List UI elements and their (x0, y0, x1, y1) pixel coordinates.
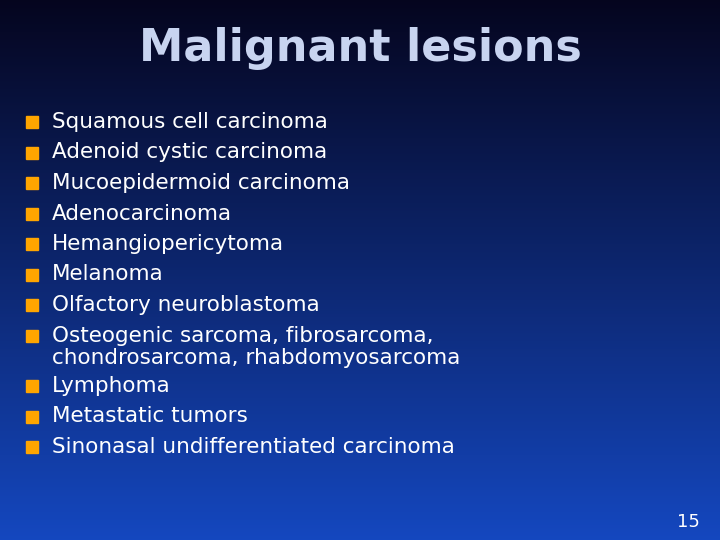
Bar (26, 410, 38, 422)
Bar (26, 146, 38, 159)
Text: Olfactory neuroblastoma: Olfactory neuroblastoma (52, 295, 320, 315)
Text: Lymphoma: Lymphoma (52, 376, 171, 396)
Text: Adenocarcinoma: Adenocarcinoma (52, 204, 232, 224)
Bar (26, 238, 38, 250)
Text: Hemangiopericytoma: Hemangiopericytoma (52, 234, 284, 254)
Text: Metastatic tumors: Metastatic tumors (52, 407, 248, 427)
Text: Osteogenic sarcoma, fibrosarcoma,: Osteogenic sarcoma, fibrosarcoma, (52, 326, 433, 346)
Bar (26, 116, 38, 128)
Bar (26, 207, 38, 219)
Text: Adenoid cystic carcinoma: Adenoid cystic carcinoma (52, 143, 328, 163)
Text: Malignant lesions: Malignant lesions (138, 26, 582, 70)
Text: 15: 15 (677, 513, 699, 531)
Bar (26, 329, 38, 341)
Bar (26, 177, 38, 189)
Text: Sinonasal undifferentiated carcinoma: Sinonasal undifferentiated carcinoma (52, 437, 455, 457)
Bar (26, 441, 38, 453)
Text: Melanoma: Melanoma (52, 265, 163, 285)
Text: chondrosarcoma, rhabdomyosarcoma: chondrosarcoma, rhabdomyosarcoma (52, 348, 460, 368)
Text: Squamous cell carcinoma: Squamous cell carcinoma (52, 112, 328, 132)
Bar (26, 268, 38, 280)
Bar (26, 299, 38, 311)
Text: Mucoepidermoid carcinoma: Mucoepidermoid carcinoma (52, 173, 350, 193)
Bar (26, 380, 38, 392)
